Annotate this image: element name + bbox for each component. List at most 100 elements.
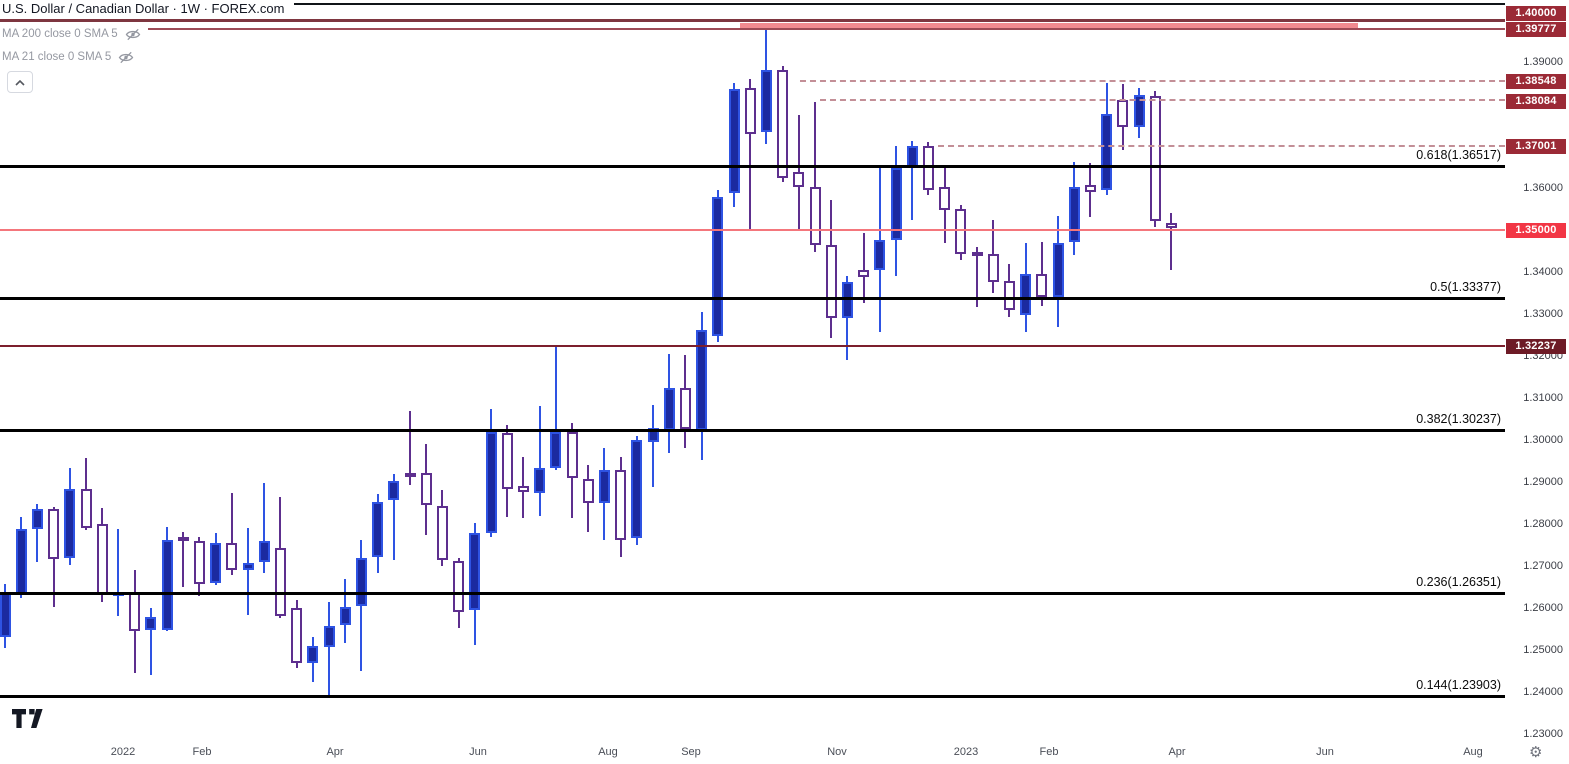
candle-body — [987, 253, 999, 283]
candle-body — [1165, 223, 1177, 228]
candle-body — [339, 607, 351, 625]
fib-line[interactable] — [0, 296, 1505, 300]
price-level-line[interactable] — [0, 345, 1505, 348]
tradingview-logo[interactable] — [12, 709, 43, 733]
price-level-line[interactable] — [0, 28, 1505, 31]
resistance-zone[interactable] — [740, 22, 1358, 31]
time-tick: 2022 — [110, 746, 136, 758]
candle-body — [355, 558, 367, 606]
candle-body — [129, 592, 141, 632]
time-tick: Apr — [326, 746, 344, 758]
time-tick: Sep — [681, 746, 701, 758]
candle-body — [1133, 94, 1145, 128]
time-tick: Jun — [469, 746, 487, 758]
candle-body — [777, 69, 789, 178]
candle-body — [388, 481, 400, 501]
candle-body — [226, 542, 238, 571]
eye-off-icon[interactable] — [117, 50, 135, 64]
candle-wick — [538, 405, 541, 516]
candle-body — [0, 592, 11, 637]
candle-body — [728, 88, 740, 194]
price-badge: 1.40000 — [1506, 5, 1566, 21]
price-level-line[interactable] — [0, 229, 1505, 231]
fib-line[interactable] — [0, 591, 1505, 595]
price-tick: 1.26000 — [1523, 601, 1563, 614]
price-level-line[interactable] — [800, 79, 1505, 82]
candle-body — [550, 432, 562, 469]
time-tick: Jun — [1316, 746, 1334, 758]
candle-wick — [814, 101, 816, 252]
time-tick: 2023 — [953, 746, 979, 758]
price-tick: 1.27000 — [1523, 559, 1563, 572]
candle-body — [193, 540, 205, 585]
chart-top-line[interactable] — [0, 3, 1505, 5]
fib-line[interactable] — [0, 428, 1505, 432]
candle-wick — [392, 474, 395, 561]
candle-body — [453, 560, 465, 612]
candle-body — [955, 209, 967, 254]
candle-wick — [230, 492, 233, 575]
candle-wick — [36, 503, 39, 562]
fib-label: 0.5(1.33377) — [1430, 280, 1501, 295]
candle-wick — [117, 529, 120, 616]
fib-line[interactable] — [0, 694, 1505, 698]
candle-body — [890, 167, 902, 241]
candle-body — [1149, 95, 1161, 221]
candle-body — [1101, 114, 1113, 191]
candle-body — [469, 532, 481, 611]
price-tick: 1.30000 — [1523, 433, 1563, 446]
candle-body — [436, 505, 448, 561]
candle-wick — [846, 276, 849, 361]
candle-body — [679, 387, 691, 429]
price-badge: 1.39777 — [1506, 21, 1566, 37]
gear-icon[interactable]: ⚙ — [1529, 743, 1543, 761]
candle-body — [971, 252, 983, 257]
price-tick: 1.31000 — [1523, 391, 1563, 404]
fib-line[interactable] — [0, 164, 1505, 168]
candle-body — [858, 270, 870, 278]
candle-body — [517, 486, 529, 493]
price-tick: 1.36000 — [1523, 181, 1563, 194]
price-level-line[interactable] — [938, 144, 1505, 147]
candle-body — [712, 197, 724, 337]
candle-body — [922, 146, 934, 191]
candle-body — [501, 432, 513, 490]
price-badge: 1.32237 — [1506, 338, 1566, 354]
price-badge: 1.37001 — [1506, 138, 1566, 154]
candlestick-plot[interactable]: 0.618(1.36517) 0.5(1.33377) 0.382(1.30237)… — [0, 0, 1506, 737]
candle-body — [372, 502, 384, 558]
price-badge: 1.38084 — [1506, 93, 1566, 109]
candle-body — [534, 468, 546, 493]
fib-label: 0.144(1.23903) — [1416, 678, 1501, 693]
symbol-title: U.S. Dollar / Canadian Dollar · 1W · FOR… — [0, 0, 295, 18]
legend-collapse-button[interactable] — [7, 71, 33, 93]
candle-body — [420, 473, 432, 506]
candle-body — [809, 187, 821, 246]
candle-body — [485, 432, 497, 533]
price-badge: 1.35000 — [1506, 222, 1566, 238]
candle-body — [760, 69, 772, 133]
time-tick: Apr — [1168, 746, 1186, 758]
candle-body — [177, 537, 189, 542]
candle-body — [161, 539, 173, 630]
fib-label: 0.382(1.30237) — [1416, 412, 1501, 427]
candle-body — [1068, 187, 1080, 243]
candle-body — [841, 282, 853, 319]
candle-body — [566, 432, 578, 478]
candle-body — [874, 240, 886, 270]
candle-wick — [1170, 213, 1173, 270]
candle-body — [242, 563, 254, 571]
price-level-line[interactable] — [820, 99, 1505, 102]
indicator-label: MA 21 close 0 SMA 5 — [2, 51, 112, 63]
price-tick: 1.24000 — [1523, 685, 1563, 698]
time-tick: Feb — [192, 746, 212, 758]
candle-body — [615, 469, 627, 540]
candle-wick — [862, 232, 865, 304]
time-tick: Aug — [598, 746, 618, 758]
candle-body — [939, 187, 951, 210]
price-level-line[interactable] — [0, 18, 1505, 22]
candle-body — [825, 245, 837, 319]
candle-body — [274, 547, 286, 616]
eye-off-icon[interactable] — [124, 27, 142, 41]
time-tick: Nov — [827, 746, 847, 758]
